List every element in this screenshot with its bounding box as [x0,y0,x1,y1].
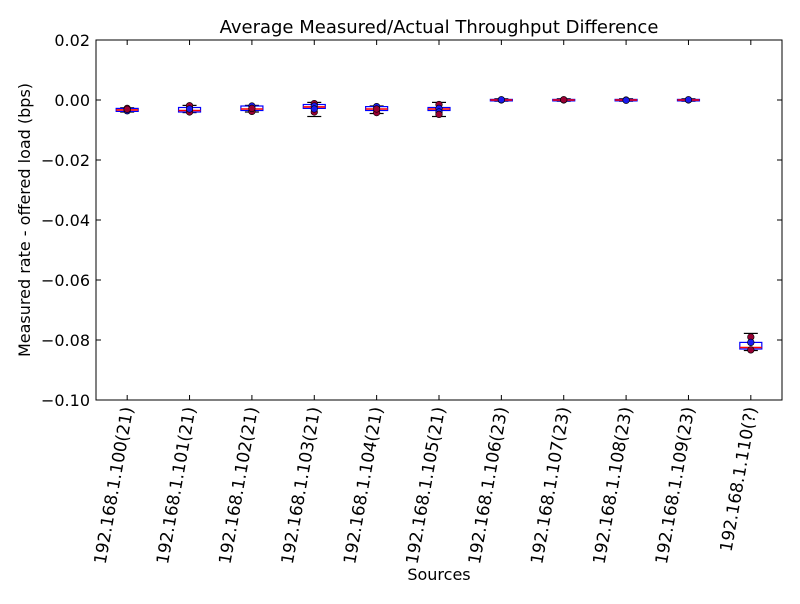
data-point [747,338,755,347]
y-tick-label: −0.06 [41,271,90,290]
x-tick-label: 192.168.1.108(23) [590,405,637,565]
y-tick-label: −0.04 [41,211,90,230]
chart-title: Average Measured/Actual Throughput Diffe… [220,17,659,38]
x-tick-label: 192.168.1.103(21) [278,405,325,565]
data-point [497,96,505,104]
x-tick-label: 192.168.1.110(?) [717,405,762,553]
x-tick-label: 192.168.1.104(21) [340,405,387,565]
x-tick-label: 192.168.1.100(21) [91,405,138,565]
x-tick-label: 192.168.1.105(21) [403,405,450,565]
data-point [248,104,256,112]
data-point [435,110,443,118]
plot-frame [95,39,783,401]
data-point [310,105,318,113]
data-point [560,96,568,104]
y-tick-label: −0.10 [41,391,90,410]
data-point [747,346,755,354]
y-tick-label: −0.08 [41,331,90,350]
data-point [373,105,381,113]
y-tick-label: 0.02 [54,31,90,50]
data-point [185,105,194,113]
y-tick-label: 0.00 [54,91,90,110]
x-tick-label: 192.168.1.102(21) [215,405,262,565]
x-tick-label: 192.168.1.106(23) [465,405,512,565]
x-tick-label: 192.168.1.101(21) [153,405,200,565]
y-axis-label: Measured rate - offered load (bps) [15,83,34,357]
y-tick-label: −0.02 [41,151,90,170]
data-point [622,96,630,104]
plot-area: 0.020.00−0.02−0.04−0.06−0.08−0.10192.168… [41,31,783,566]
x-tick-label: 192.168.1.107(23) [527,405,574,565]
data-point [684,96,693,104]
data-point [123,105,131,113]
x-axis-label: Sources [407,565,470,584]
x-tick-label: 192.168.1.109(23) [652,405,699,565]
